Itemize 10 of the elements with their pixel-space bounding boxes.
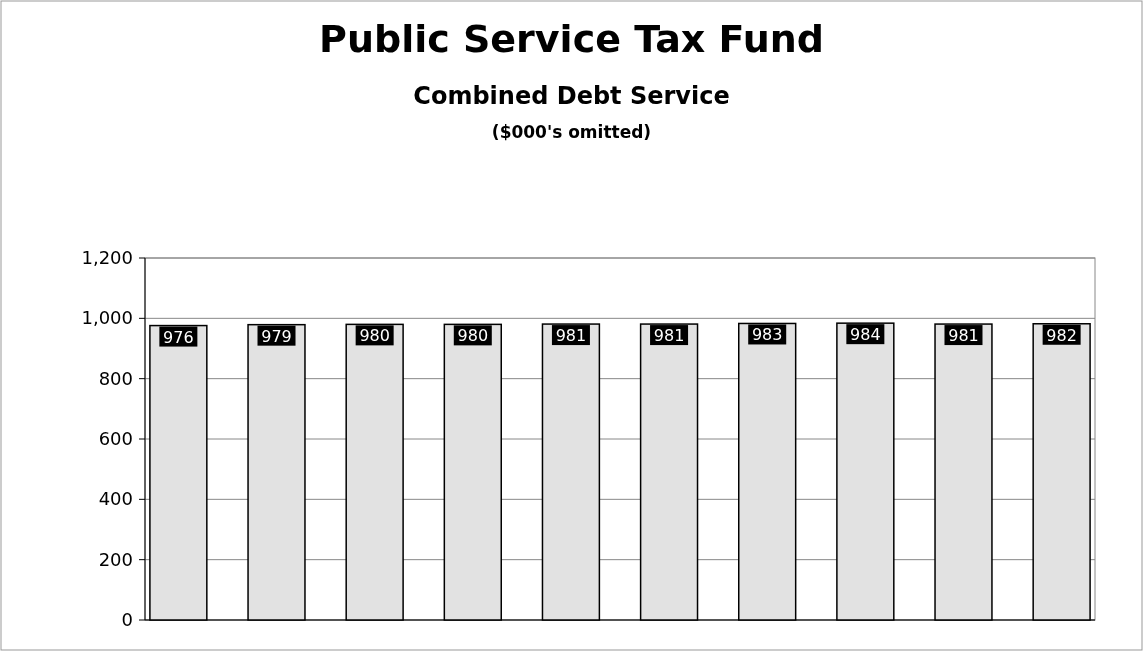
chart-subtitle: Combined Debt Service xyxy=(413,82,730,110)
text: ($000's omitted) xyxy=(491,122,652,142)
y-tick-label: 600 xyxy=(98,428,133,449)
y-tick-label: 800 xyxy=(98,367,133,389)
y-tick-label: 400 xyxy=(98,488,133,510)
y-tick-label: 1,000 xyxy=(81,307,133,329)
y-tick-label: 0 xyxy=(121,609,133,630)
chart-title: Public Service Tax Fund xyxy=(319,17,824,61)
y-tick-label: 1,200 xyxy=(81,247,133,268)
y-tick-label: 200 xyxy=(98,548,133,570)
